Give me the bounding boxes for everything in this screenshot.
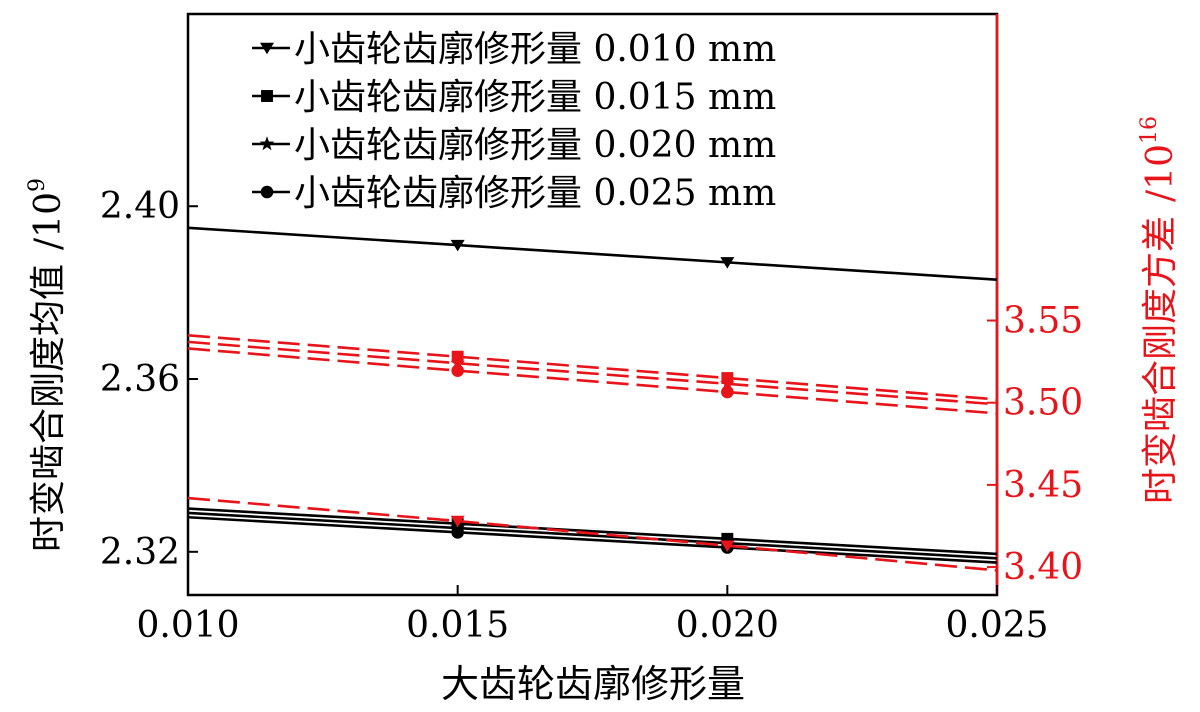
legend-marker (259, 136, 275, 151)
mean-series-4 (187, 515, 998, 564)
series-line (187, 511, 998, 560)
mean-series-2 (187, 507, 998, 556)
legend-marker (260, 42, 274, 55)
y-right-tick-label: 3.50 (1003, 383, 1083, 424)
x-tick-label: 0.010 (136, 605, 239, 646)
series-line (187, 334, 998, 401)
legend-item-3: 小齿轮齿廓修形量 0.020 mm (252, 125, 776, 166)
mean-series-3 (187, 511, 998, 560)
y-axis-right-label-exp: 16 (1137, 116, 1162, 144)
y-axis-right-label: 时变啮合刚度方差/1016 (1137, 116, 1181, 504)
legend-label: 小齿轮齿廓修形量 0.010 mm (294, 29, 776, 70)
mean-series-1 (187, 226, 998, 281)
legend-item-2: 小齿轮齿廓修形量 0.015 mm (252, 77, 776, 118)
series-line (187, 347, 998, 415)
data-point-marker (450, 239, 465, 252)
data-point-marker (450, 355, 465, 370)
legend-label: 小齿轮齿廓修形量 0.020 mm (294, 125, 776, 166)
variance-series-2 (187, 334, 998, 401)
series-line (187, 340, 998, 406)
series-line (187, 515, 998, 564)
data-point-marker (720, 257, 735, 269)
legend-marker (261, 90, 273, 102)
series-line (187, 496, 998, 572)
series-line (187, 226, 998, 281)
legend-marker (260, 185, 274, 199)
y-axis-right-label-main: 时变啮合刚度方差 (1140, 216, 1181, 504)
legend-label: 小齿轮齿廓修形量 0.015 mm (294, 77, 776, 118)
ticks: 0.010 0.015 0.020 0.025 2.32 2.36 2.40 3.40 3.45… (100, 186, 1083, 646)
y-left-tick-label: 2.36 (100, 359, 180, 400)
data-point-marker (451, 526, 464, 539)
data-point-marker (721, 385, 734, 399)
variance-series-3 (187, 340, 998, 406)
data-point-marker (720, 540, 735, 552)
x-tick-label: 0.015 (406, 605, 509, 646)
y-left-tick-label: 2.32 (100, 532, 180, 573)
plot-area (186, 12, 999, 597)
x-axis-label: 大齿轮齿廓修形量 (441, 662, 745, 706)
data-point-marker (450, 515, 465, 528)
series-line (187, 507, 998, 556)
y-axis-left-label: 时变啮合刚度均值/109 (25, 178, 69, 552)
y-left-tick-label: 2.40 (100, 186, 180, 227)
y-axis-left-label-unit: /10 (28, 192, 69, 250)
y-axis-right-label-unit: /10 (1140, 144, 1181, 202)
legend-item-1: 小齿轮齿廓修形量 0.010 mm (252, 29, 776, 70)
x-tick-label: 0.020 (676, 605, 779, 646)
y-axis-left-label-exp: 9 (25, 178, 50, 192)
y-axis-left-label-main: 时变啮合刚度均值 (28, 264, 69, 552)
y-right-tick-label: 3.40 (1003, 547, 1083, 588)
x-tick-label: 0.025 (945, 605, 1048, 646)
legend-item-4: 小齿轮齿廓修形量 0.025 mm (252, 173, 776, 214)
legend: 小齿轮齿廓修形量 0.010 mm 小齿轮齿廓修形量 0.015 mm 小齿轮齿廓修… (252, 29, 776, 214)
data-point-marker (451, 364, 464, 377)
legend-label: 小齿轮齿廓修形量 0.025 mm (294, 173, 776, 214)
y-right-tick-label: 3.45 (1003, 465, 1083, 506)
variance-series-1 (187, 496, 998, 572)
variance-series-4 (187, 347, 998, 415)
data-point-marker (720, 376, 735, 391)
series-layer (187, 226, 998, 572)
y-right-tick-label: 3.55 (1003, 301, 1083, 342)
